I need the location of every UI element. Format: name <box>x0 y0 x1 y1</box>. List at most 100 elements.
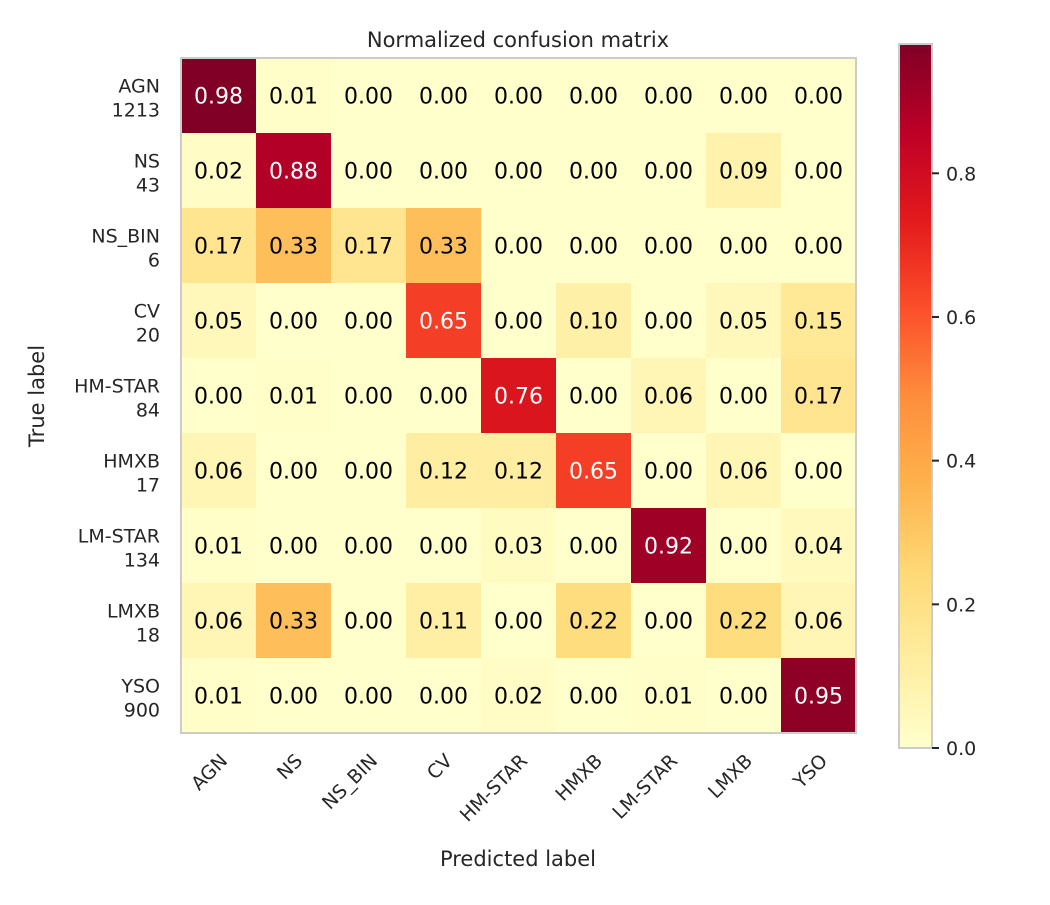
heatmap-cell <box>556 583 632 659</box>
heatmap-cell <box>181 508 257 584</box>
cell-value-label: 0.17 <box>344 235 393 260</box>
heatmap-cell <box>481 508 557 584</box>
heatmap-cell <box>781 358 857 434</box>
cell-value-label: 0.00 <box>719 85 768 110</box>
heatmap-cell <box>331 208 407 284</box>
cell-value-label: 0.06 <box>194 610 243 635</box>
y-tick-count: 6 <box>148 250 160 272</box>
y-tick-count: 84 <box>136 400 160 422</box>
cell-value-label: 0.22 <box>719 610 768 635</box>
heatmap-cell <box>181 583 257 659</box>
heatmap-cell <box>406 58 482 134</box>
y-tick-label: YSO <box>120 676 160 698</box>
cell-value-label: 0.00 <box>794 85 843 110</box>
colorbar-tick-label: 0.6 <box>946 307 976 329</box>
chart-title: Normalized confusion matrix <box>367 28 669 52</box>
cell-value-label: 0.15 <box>794 310 843 335</box>
cell-value-label: 0.00 <box>644 235 693 260</box>
cell-value-label: 0.00 <box>269 535 318 560</box>
cell-value-label: 0.00 <box>569 85 618 110</box>
heatmap-cell <box>331 58 407 134</box>
cell-value-label: 0.06 <box>719 460 768 485</box>
y-tick-label: AGN <box>118 76 160 98</box>
heatmap-cell <box>256 658 332 734</box>
heatmap-cell <box>781 658 857 734</box>
cell-value-label: 0.33 <box>419 235 468 260</box>
heatmap-cell <box>706 508 782 584</box>
heatmap-cell <box>481 133 557 209</box>
colorbar-tick-label: 0.8 <box>946 163 976 185</box>
cell-value-label: 0.00 <box>344 85 393 110</box>
y-tick-label: HMXB <box>103 451 160 473</box>
y-tick-count: 134 <box>124 550 160 572</box>
heatmap-cells <box>181 58 857 734</box>
y-tick-label: HM-STAR <box>74 376 160 398</box>
cell-value-label: 0.00 <box>419 685 468 710</box>
heatmap-cell <box>706 133 782 209</box>
cell-value-label: 0.02 <box>194 160 243 185</box>
cell-value-label: 0.17 <box>794 385 843 410</box>
y-tick-label: LMXB <box>107 601 160 623</box>
heatmap-cell <box>256 208 332 284</box>
x-tick-label: HM-STAR <box>456 750 532 826</box>
heatmap-cell <box>181 358 257 434</box>
heatmap-cell <box>631 583 707 659</box>
heatmap-cell <box>406 208 482 284</box>
heatmap-cell <box>331 358 407 434</box>
cell-value-label: 0.00 <box>269 685 318 710</box>
colorbar-ticks: 0.0 0.2 0.4 0.6 0.8 <box>932 163 976 760</box>
heatmap-cell <box>181 283 257 359</box>
heatmap-cell <box>781 508 857 584</box>
cell-value-label: 0.33 <box>269 235 318 260</box>
heatmap-cell <box>481 208 557 284</box>
x-tick-label: NS <box>273 750 307 784</box>
cell-value-label: 0.00 <box>494 85 543 110</box>
cell-value-label: 0.12 <box>494 460 543 485</box>
cell-value-label: 0.00 <box>419 85 468 110</box>
cell-value-label: 0.00 <box>344 385 393 410</box>
colorbar-tick-label: 0.0 <box>946 738 976 760</box>
heatmap-cell <box>406 658 482 734</box>
x-tick-label: YSO <box>788 750 832 794</box>
cell-value-label: 0.00 <box>494 310 543 335</box>
heatmap-cell <box>481 658 557 734</box>
cell-value-label: 0.00 <box>344 610 393 635</box>
cell-value-label: 0.00 <box>644 610 693 635</box>
cell-value-label: 0.00 <box>494 235 543 260</box>
cell-value-label: 0.00 <box>344 685 393 710</box>
heatmap-cell <box>331 283 407 359</box>
cell-value-label: 0.01 <box>269 385 318 410</box>
heatmap-cell <box>631 283 707 359</box>
cell-value-label: 0.33 <box>269 610 318 635</box>
heatmap-cell <box>556 358 632 434</box>
cell-value-label: 0.00 <box>494 160 543 185</box>
cell-value-label: 0.00 <box>644 310 693 335</box>
cell-value-label: 0.00 <box>794 460 843 485</box>
cell-value-label: 0.00 <box>719 385 768 410</box>
cell-value-label: 0.22 <box>569 610 618 635</box>
y-tick-count: 43 <box>136 175 160 197</box>
colorbar-tick-label: 0.2 <box>946 594 976 616</box>
heatmap-cell <box>331 583 407 659</box>
heatmap-cell <box>631 658 707 734</box>
heatmap-cell <box>556 58 632 134</box>
heatmap-cell <box>406 508 482 584</box>
cell-value-label: 0.01 <box>194 685 243 710</box>
heatmap-cell <box>556 658 632 734</box>
cell-value-label: 0.00 <box>569 385 618 410</box>
heatmap-cell <box>706 433 782 509</box>
heatmap-cell <box>256 58 332 134</box>
cell-value-label: 0.01 <box>269 85 318 110</box>
heatmap-cell <box>706 208 782 284</box>
cell-value-label: 0.09 <box>719 160 768 185</box>
cell-value-label: 0.01 <box>644 685 693 710</box>
cell-value-label: 0.00 <box>719 535 768 560</box>
y-tick-label: CV <box>134 301 160 323</box>
cell-value-label: 0.88 <box>269 160 318 185</box>
y-axis-label: True label <box>25 345 49 448</box>
colorbar-tick-label: 0.4 <box>946 451 976 473</box>
y-tick-label: NS <box>134 151 160 173</box>
heatmap-cell-labels: 0.98 0.01 0.00 0.00 0.00 0.00 0.00 0.00 0.00 0.02… <box>194 85 843 710</box>
